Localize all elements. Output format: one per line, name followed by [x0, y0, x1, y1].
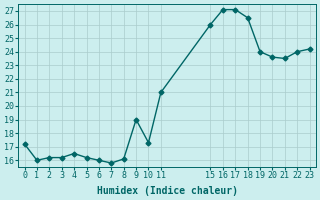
X-axis label: Humidex (Indice chaleur): Humidex (Indice chaleur) — [97, 186, 237, 196]
